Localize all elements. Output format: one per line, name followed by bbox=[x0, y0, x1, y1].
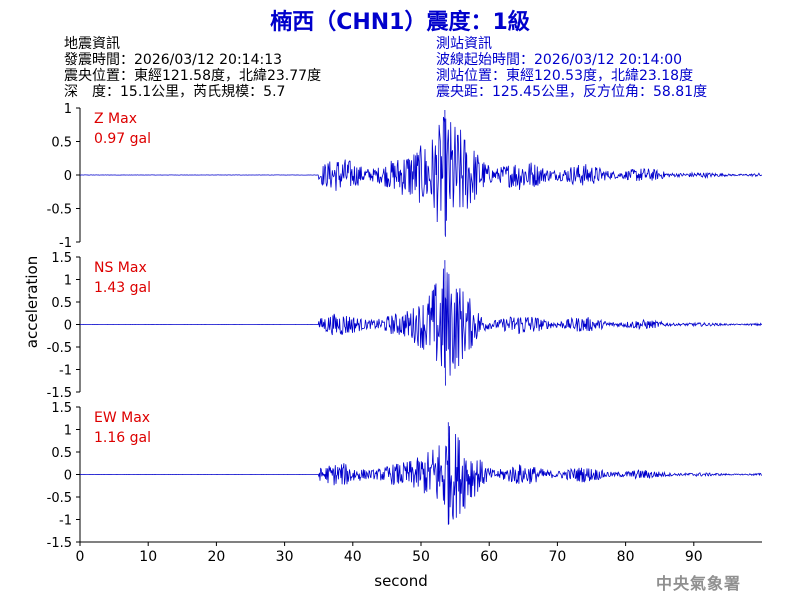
quake-info-heading: 地震資訊 bbox=[64, 36, 120, 52]
max-acceleration-label: 1.16 gal bbox=[94, 430, 151, 446]
agency-watermark: 中央氣象署 bbox=[656, 574, 742, 593]
x-tick-label: 0 bbox=[76, 549, 85, 565]
epicentral-distance: 震央距：125.45公里，反方位角：58.81度 bbox=[436, 84, 708, 100]
waveform-trace bbox=[79, 116, 763, 236]
x-axis-title: second bbox=[374, 572, 428, 590]
waveform-trace bbox=[80, 268, 763, 376]
x-tick-label: 60 bbox=[480, 549, 498, 565]
y-tick-label: 0 bbox=[64, 469, 72, 484]
y-tick-label: 0 bbox=[64, 319, 72, 334]
quake-origin-time: 發震時間：2026/03/12 20:14:13 bbox=[64, 52, 283, 68]
y-tick-label: 0.5 bbox=[51, 446, 72, 461]
x-tick-label: 40 bbox=[344, 549, 362, 565]
y-tick-label: 1.5 bbox=[51, 401, 72, 416]
x-tick-label: 20 bbox=[207, 549, 225, 565]
component-label: NS Max bbox=[94, 260, 147, 276]
y-axis-title: acceleration bbox=[23, 256, 41, 348]
chart-title: 楠西（CHN1）震度：1級 bbox=[270, 10, 530, 35]
station-location: 測站位置：東經120.53度，北緯23.18度 bbox=[436, 68, 694, 84]
quake-depth-magnitude: 深 度：15.1公里，芮氏規模：5.7 bbox=[64, 84, 286, 100]
x-tick-label: 50 bbox=[412, 549, 430, 565]
y-tick-label: -1 bbox=[59, 514, 72, 529]
x-tick-label: 30 bbox=[276, 549, 294, 565]
y-tick-label: 1.5 bbox=[51, 251, 72, 266]
station-info-heading: 測站資訊 bbox=[436, 36, 492, 52]
component-label: Z Max bbox=[94, 111, 137, 127]
quake-info-block: 地震資訊 發震時間：2026/03/12 20:14:13 震央位置：東經121… bbox=[64, 36, 321, 100]
y-tick-label: 0 bbox=[64, 169, 72, 184]
y-tick-label: -1.5 bbox=[47, 536, 72, 551]
peak-spike bbox=[444, 260, 446, 386]
waveform-trace bbox=[80, 426, 763, 525]
station-info-block: 測站資訊 波線起始時間：2026/03/12 20:14:00 測站位置：東經1… bbox=[436, 36, 707, 100]
y-tick-label: 1 bbox=[64, 274, 72, 289]
waveform-start-time: 波線起始時間：2026/03/12 20:14:00 bbox=[436, 52, 683, 68]
y-tick-label: -0.5 bbox=[47, 491, 72, 506]
peak-spike bbox=[444, 110, 446, 237]
x-tick-label: 80 bbox=[617, 549, 635, 565]
x-tick-label: 10 bbox=[139, 549, 157, 565]
y-tick-label: 0.5 bbox=[51, 136, 72, 151]
y-tick-label: -0.5 bbox=[47, 341, 72, 356]
y-tick-label: 1 bbox=[64, 102, 72, 117]
component-label: EW Max bbox=[94, 410, 150, 426]
max-acceleration-label: 1.43 gal bbox=[94, 280, 151, 296]
max-acceleration-label: 0.97 gal bbox=[94, 131, 151, 147]
x-tick-label: 90 bbox=[685, 549, 703, 565]
y-tick-label: -1 bbox=[59, 364, 72, 379]
y-tick-label: -1.5 bbox=[47, 386, 72, 401]
quake-epicenter: 震央位置：東經121.58度，北緯23.77度 bbox=[64, 68, 322, 84]
y-tick-label: -0.5 bbox=[47, 203, 72, 218]
y-tick-label: 1 bbox=[64, 424, 72, 439]
peak-spike bbox=[447, 422, 450, 525]
y-tick-label: -1 bbox=[59, 236, 72, 251]
x-tick-label: 70 bbox=[548, 549, 566, 565]
y-tick-label: 0.5 bbox=[51, 296, 72, 311]
